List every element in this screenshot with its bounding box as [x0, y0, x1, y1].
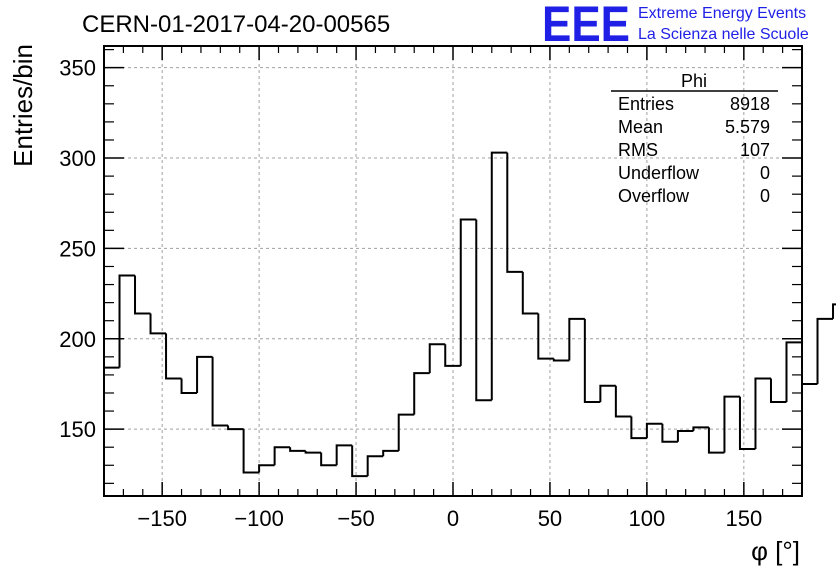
y-tick-label: 300 — [59, 146, 96, 171]
histogram-bin — [289, 447, 306, 452]
histogram-bin — [630, 416, 647, 440]
histogram-bin — [723, 395, 740, 453]
eee-logo: EEE Extreme Energy Events La Scienza nel… — [542, 0, 809, 52]
histogram-bin — [769, 378, 787, 404]
stats-value: 5.579 — [725, 117, 770, 137]
histogram-bin — [785, 341, 802, 403]
histogram-bin — [320, 452, 337, 467]
histogram-bin — [227, 425, 244, 431]
histogram-bin — [428, 343, 446, 374]
stats-label: Overflow — [618, 186, 690, 206]
histogram-bin — [537, 313, 554, 360]
x-tick-label: −100 — [234, 506, 284, 531]
stats-label: RMS — [618, 140, 658, 160]
histogram-bin — [304, 450, 322, 454]
histogram-bin — [506, 152, 523, 273]
histogram-bin — [583, 318, 601, 404]
histogram-bin — [568, 317, 585, 361]
histogram-bin — [614, 385, 632, 418]
histogram-bin — [351, 445, 368, 478]
histogram-bars — [103, 151, 836, 496]
histogram-bin — [801, 342, 818, 385]
histogram-bin — [366, 455, 384, 477]
x-tick-label: −50 — [337, 506, 374, 531]
histogram-bin — [196, 355, 213, 393]
histogram-bin — [676, 429, 694, 442]
axis-ticks — [103, 46, 803, 496]
histogram-bin — [335, 444, 353, 466]
grid-lines — [104, 46, 802, 496]
chart-title: CERN-01-2017-04-20-00565 — [82, 11, 390, 38]
histogram-bin — [707, 427, 725, 454]
histogram-bin — [738, 396, 756, 451]
y-axis-label: Entries/bin — [8, 44, 38, 167]
histogram-bin — [118, 274, 136, 368]
x-tick-label: 100 — [629, 506, 666, 531]
histogram-bin — [645, 422, 663, 439]
stats-label: Underflow — [618, 163, 700, 183]
histogram-bin — [754, 377, 771, 450]
histogram-bin — [490, 151, 508, 401]
histogram-bin — [273, 446, 291, 466]
y-tick-label: 350 — [59, 56, 96, 81]
histogram-bin — [242, 429, 260, 474]
histogram-bin — [134, 275, 151, 315]
stats-label: Entries — [618, 94, 674, 114]
stats-title: Phi — [681, 71, 707, 91]
histogram-bin — [459, 218, 477, 366]
tick-labels: −150 −100 −50 0 50 100 150 150 200 250 300 350 — [59, 56, 762, 531]
histogram-bin — [413, 372, 430, 415]
histogram-bin — [816, 317, 834, 384]
histogram-bin — [661, 423, 678, 443]
histogram-bin — [382, 449, 399, 457]
histogram-bin — [521, 271, 539, 315]
stats-rows: Entries 8918 Mean 5.579 RMS 107 Underflow 0 Over… — [618, 94, 770, 206]
y-tick-label: 250 — [59, 236, 96, 261]
histogram-bin — [832, 303, 836, 319]
logo-letters: EEE — [542, 0, 630, 52]
histogram-bin — [599, 384, 616, 403]
stats-value: 0 — [760, 163, 770, 183]
stats-label: Mean — [618, 117, 663, 137]
x-tick-label: 50 — [538, 506, 562, 531]
histogram-bin — [180, 378, 198, 394]
histogram-bin — [165, 333, 182, 380]
stats-value: 0 — [760, 186, 770, 206]
histogram-bin — [149, 313, 167, 335]
histogram-bin — [692, 426, 709, 431]
logo-line-1: Extreme Energy Events — [638, 5, 806, 22]
x-axis-label: φ [°] — [751, 536, 800, 566]
logo-line-2: La Scienza nelle Scuole — [638, 26, 809, 43]
x-tick-label: 0 — [447, 506, 459, 531]
y-tick-label: 150 — [59, 417, 96, 442]
histogram-bin — [552, 358, 570, 362]
histogram-bin — [103, 366, 120, 496]
histogram-bin — [444, 344, 461, 367]
stats-value: 8918 — [730, 94, 770, 114]
x-tick-label: −150 — [137, 506, 187, 531]
histogram-bin — [475, 219, 492, 402]
histogram-bin — [397, 413, 415, 451]
stats-box: Phi Entries 8918 Mean 5.579 RMS 107 Underflow 0… — [611, 71, 778, 206]
y-tick-label: 200 — [59, 327, 96, 352]
histogram-bin — [258, 464, 275, 473]
histogram-bin — [211, 356, 229, 427]
stats-value: 107 — [740, 140, 770, 160]
x-tick-label: 150 — [725, 506, 762, 531]
